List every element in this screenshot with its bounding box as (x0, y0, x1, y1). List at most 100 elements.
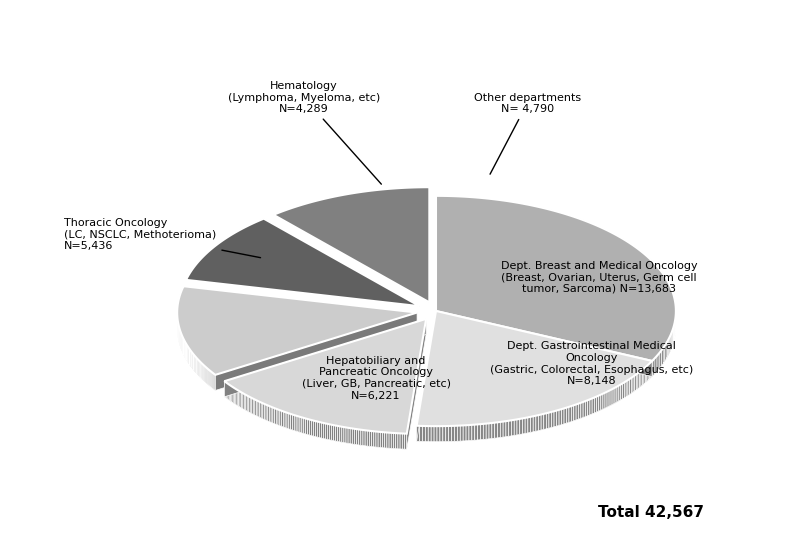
Polygon shape (402, 433, 405, 449)
Polygon shape (520, 419, 522, 434)
Polygon shape (443, 426, 446, 442)
Polygon shape (544, 413, 546, 430)
Text: Hepatobiliary and
Pancreatic Oncology
(Liver, GB, Pancreatic, etc)
N=6,221: Hepatobiliary and Pancreatic Oncology (L… (302, 356, 450, 400)
Polygon shape (528, 417, 530, 433)
Polygon shape (346, 427, 348, 443)
Polygon shape (489, 423, 492, 439)
Polygon shape (639, 371, 641, 388)
Text: Dept. Breast and Medical Oncology
(Breast, Ovarian, Uterus, Germ cell
tumor, Sar: Dept. Breast and Medical Oncology (Breas… (501, 261, 698, 294)
Polygon shape (663, 346, 665, 364)
Polygon shape (226, 382, 227, 399)
Polygon shape (255, 399, 257, 416)
Polygon shape (318, 421, 319, 438)
Polygon shape (247, 395, 249, 412)
Polygon shape (636, 373, 638, 390)
Polygon shape (541, 414, 544, 430)
Polygon shape (323, 423, 326, 439)
Polygon shape (546, 412, 549, 429)
Polygon shape (246, 395, 247, 411)
Polygon shape (230, 386, 232, 402)
Polygon shape (367, 431, 370, 447)
Polygon shape (492, 422, 494, 438)
Polygon shape (624, 381, 626, 398)
Polygon shape (609, 390, 611, 406)
Polygon shape (463, 425, 466, 441)
Polygon shape (603, 393, 605, 409)
Polygon shape (417, 311, 652, 426)
Polygon shape (642, 368, 644, 385)
Polygon shape (576, 404, 578, 420)
Polygon shape (622, 382, 624, 399)
Polygon shape (270, 406, 271, 422)
Polygon shape (376, 432, 378, 447)
Polygon shape (372, 431, 374, 447)
Polygon shape (215, 312, 417, 390)
Polygon shape (617, 386, 619, 402)
Polygon shape (202, 364, 204, 381)
Polygon shape (557, 410, 559, 426)
Polygon shape (380, 432, 382, 448)
Polygon shape (583, 401, 586, 417)
Polygon shape (564, 408, 566, 424)
Polygon shape (254, 399, 255, 415)
Polygon shape (385, 432, 387, 448)
Polygon shape (426, 426, 428, 442)
Polygon shape (290, 414, 293, 430)
Polygon shape (357, 429, 358, 445)
Polygon shape (278, 410, 280, 426)
Polygon shape (406, 319, 426, 449)
Polygon shape (177, 286, 417, 375)
Polygon shape (498, 422, 500, 438)
Polygon shape (460, 425, 463, 441)
Polygon shape (198, 360, 199, 377)
Polygon shape (354, 429, 357, 445)
Polygon shape (358, 430, 361, 446)
Polygon shape (363, 430, 365, 446)
Polygon shape (650, 362, 651, 379)
Polygon shape (551, 411, 554, 427)
Polygon shape (205, 366, 206, 382)
Polygon shape (249, 397, 250, 413)
Polygon shape (628, 379, 630, 395)
Polygon shape (257, 400, 258, 417)
Polygon shape (434, 426, 437, 442)
Polygon shape (276, 409, 278, 425)
Polygon shape (428, 426, 431, 442)
Polygon shape (391, 433, 394, 449)
Polygon shape (652, 359, 654, 377)
Polygon shape (327, 424, 330, 440)
Polygon shape (597, 395, 598, 412)
Polygon shape (382, 432, 385, 448)
Polygon shape (340, 426, 342, 442)
Text: Dept. Gastrointestinal Medical
Oncology
(Gastric, Colorectal, Esophagus, etc)
N=: Dept. Gastrointestinal Medical Oncology … (490, 342, 694, 386)
Polygon shape (667, 339, 669, 357)
Polygon shape (451, 426, 454, 442)
Polygon shape (224, 319, 426, 397)
Polygon shape (559, 409, 562, 425)
Polygon shape (396, 433, 398, 449)
Polygon shape (389, 433, 391, 448)
Polygon shape (530, 416, 534, 432)
Polygon shape (641, 370, 642, 387)
Polygon shape (486, 424, 489, 439)
Polygon shape (571, 405, 574, 422)
Polygon shape (296, 416, 298, 432)
Polygon shape (186, 219, 419, 306)
Polygon shape (314, 421, 315, 437)
Text: Total 42,567: Total 42,567 (598, 505, 704, 520)
Polygon shape (374, 431, 376, 447)
Polygon shape (298, 416, 300, 432)
Polygon shape (310, 420, 311, 436)
Polygon shape (630, 378, 631, 394)
Polygon shape (670, 334, 671, 352)
Polygon shape (387, 432, 389, 448)
Polygon shape (586, 400, 588, 417)
Polygon shape (306, 419, 307, 434)
Polygon shape (210, 371, 211, 387)
Polygon shape (260, 402, 262, 418)
Polygon shape (431, 426, 434, 442)
Polygon shape (300, 417, 302, 433)
Polygon shape (227, 383, 228, 399)
Polygon shape (274, 408, 276, 425)
Polygon shape (562, 408, 564, 425)
